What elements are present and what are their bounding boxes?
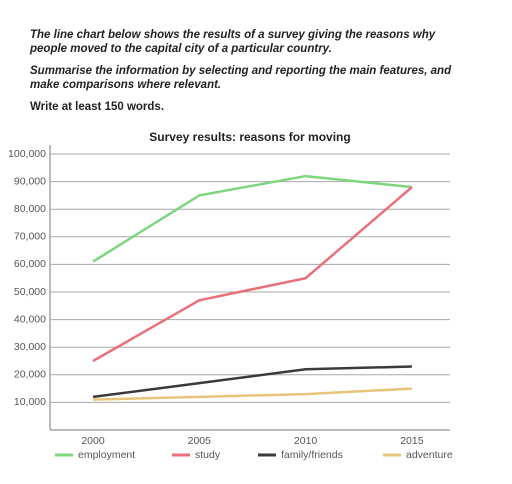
y-tick-label: 60,000: [14, 258, 46, 270]
prompt-text: The line chart below shows the results o…: [30, 29, 436, 55]
y-tick-label: 80,000: [14, 203, 46, 215]
legend-label: employment: [78, 449, 135, 461]
legend-label: family/friends: [281, 449, 343, 461]
y-tick-label: 70,000: [14, 231, 46, 243]
x-tick-label: 2005: [188, 435, 212, 447]
x-tick-label: 2000: [81, 435, 105, 447]
y-tick-label: 40,000: [14, 313, 46, 325]
legend-label: study: [195, 449, 221, 461]
x-tick-label: 2010: [294, 435, 318, 447]
prompt-text: Write at least 150 words.: [30, 101, 165, 113]
series-line: [92, 174, 413, 263]
series-line: [92, 186, 413, 363]
series-line: [92, 365, 412, 399]
y-tick-label: 100,000: [8, 148, 46, 160]
y-tick-label: 90,000: [14, 175, 46, 187]
y-tick-label: 50,000: [14, 286, 46, 298]
legend-label: adventure: [406, 449, 453, 461]
y-tick-label: 10,000: [14, 396, 46, 408]
y-tick-label: 20,000: [14, 369, 46, 381]
y-tick-label: 30,000: [14, 341, 46, 353]
chart-title: Survey results: reasons for moving: [149, 130, 350, 144]
series-line: [92, 387, 412, 401]
prompt-text: Summarise the information by selecting a…: [30, 65, 452, 91]
x-tick-label: 2015: [400, 435, 424, 447]
task-prompt: The line chart below shows the results o…: [30, 28, 470, 122]
